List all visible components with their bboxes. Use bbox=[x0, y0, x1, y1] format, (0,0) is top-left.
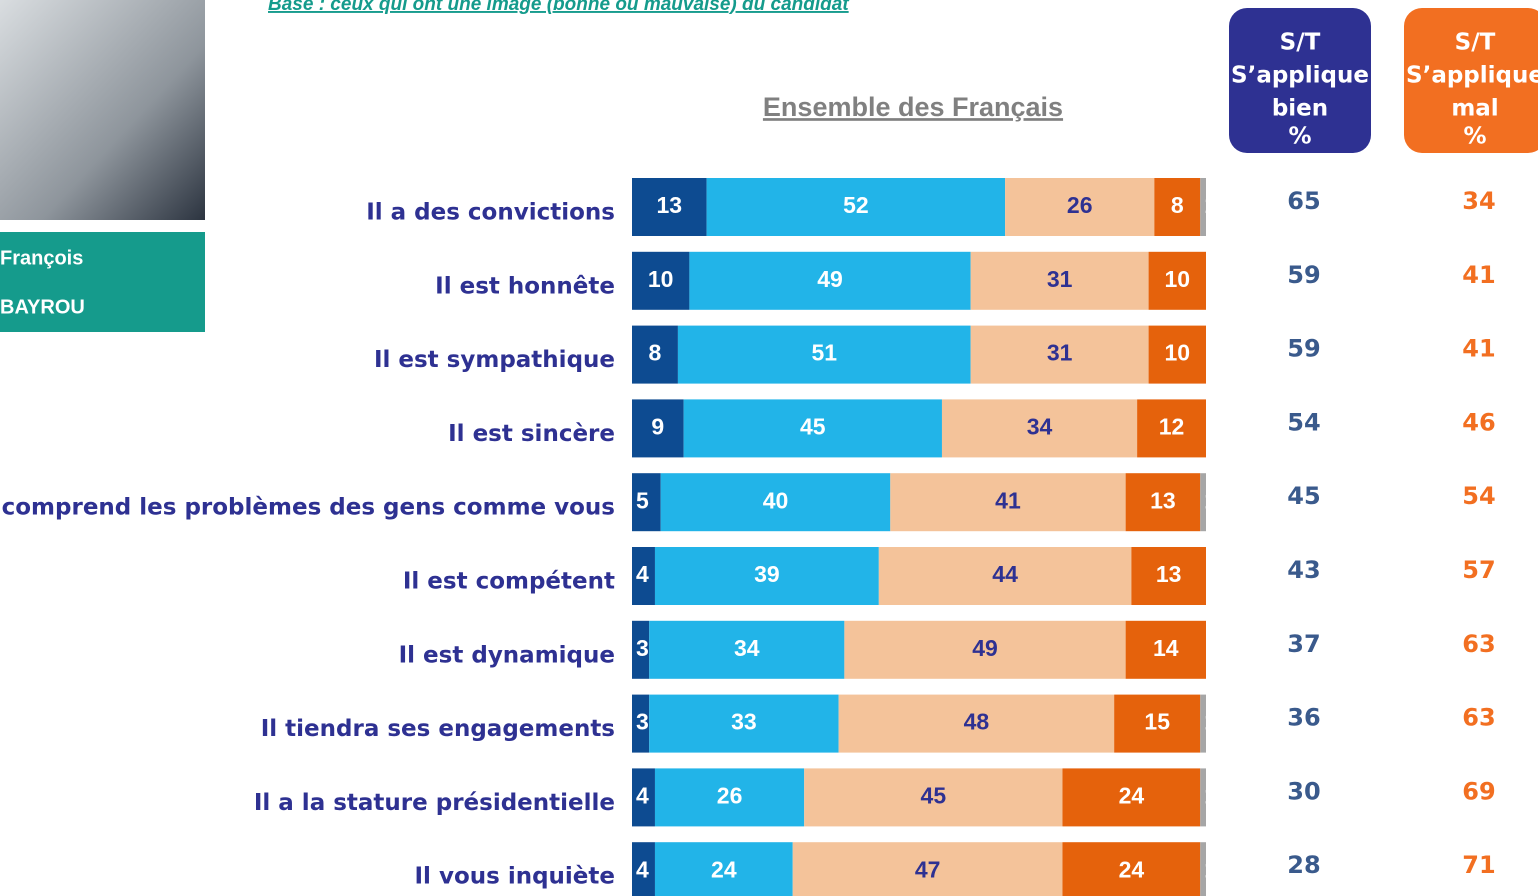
value-label: 4 bbox=[636, 856, 649, 882]
category-label: Il est sincère bbox=[448, 421, 615, 447]
value-label: 40 bbox=[763, 487, 789, 513]
column-value: 69 bbox=[1462, 777, 1495, 805]
value-label: 15 bbox=[1144, 709, 1170, 735]
base-note: Base : ceux qui ont une image (bonne ou … bbox=[268, 0, 849, 15]
category-label: Il a la stature présidentielle bbox=[254, 790, 615, 816]
column-value: 41 bbox=[1462, 335, 1495, 363]
value-label: 10 bbox=[648, 266, 674, 292]
value-label: 8 bbox=[649, 340, 662, 366]
value-label: 44 bbox=[992, 561, 1018, 587]
category-label: Il comprend les problèmes des gens comme… bbox=[0, 495, 615, 521]
value-label: 4 bbox=[636, 782, 649, 808]
bar-edge-mask bbox=[1206, 170, 1226, 896]
column-value: 63 bbox=[1462, 704, 1495, 732]
value-label: 34 bbox=[1027, 413, 1053, 439]
value-label: 13 bbox=[1156, 561, 1182, 587]
value-label: 45 bbox=[921, 782, 947, 808]
column-header: S/T bbox=[1280, 30, 1321, 56]
column-value: 65 bbox=[1287, 187, 1320, 215]
value-label: 52 bbox=[843, 192, 869, 218]
value-label: 24 bbox=[711, 856, 737, 882]
value-label: 49 bbox=[817, 266, 843, 292]
column-header: bien bbox=[1272, 96, 1328, 122]
category-label: Il est honnête bbox=[435, 273, 615, 299]
last-name: BAYROU bbox=[0, 296, 85, 318]
value-label: 39 bbox=[754, 561, 780, 587]
value-label: 24 bbox=[1119, 856, 1145, 882]
category-label: Il est dynamique bbox=[399, 642, 615, 668]
column-value: 54 bbox=[1287, 408, 1320, 436]
value-label: 48 bbox=[964, 709, 990, 735]
column-value: 34 bbox=[1462, 187, 1495, 215]
column-value: 36 bbox=[1287, 704, 1320, 732]
slide: François BAYROU Base : ceux qui ont une … bbox=[0, 0, 1538, 896]
value-label: 31 bbox=[1047, 266, 1073, 292]
value-label: 13 bbox=[1150, 487, 1176, 513]
value-label: 24 bbox=[1119, 782, 1145, 808]
column-value: 37 bbox=[1287, 630, 1320, 658]
value-label: 13 bbox=[657, 192, 683, 218]
column-value: 54 bbox=[1462, 482, 1495, 510]
value-label: 33 bbox=[731, 709, 757, 735]
column-value: 59 bbox=[1287, 261, 1320, 289]
value-label: 49 bbox=[972, 635, 998, 661]
chart-title: Ensemble des Français bbox=[763, 92, 1063, 122]
value-label: 4 bbox=[636, 561, 649, 587]
column-header: % bbox=[1288, 124, 1311, 150]
value-label: 14 bbox=[1153, 635, 1179, 661]
column-header: mal bbox=[1451, 96, 1498, 122]
value-label: 26 bbox=[1067, 192, 1093, 218]
column-value: 45 bbox=[1287, 482, 1320, 510]
value-label: 12 bbox=[1159, 413, 1185, 439]
column-value: 28 bbox=[1287, 851, 1320, 879]
column-value: 43 bbox=[1287, 556, 1320, 584]
category-label: Il est sympathique bbox=[374, 347, 615, 373]
value-label: 10 bbox=[1165, 340, 1191, 366]
column-value: 46 bbox=[1462, 408, 1495, 436]
value-label: 51 bbox=[811, 340, 837, 366]
column-header: % bbox=[1463, 124, 1486, 150]
candidate-photo bbox=[0, 0, 205, 220]
value-label: 5 bbox=[636, 487, 649, 513]
value-label: 26 bbox=[717, 782, 743, 808]
first-name: François bbox=[0, 247, 83, 269]
category-label: Il est compétent bbox=[403, 569, 615, 595]
column-value: 41 bbox=[1462, 261, 1495, 289]
category-label: Il tiendra ses engagements bbox=[261, 716, 615, 742]
category-label: Il a des convictions bbox=[366, 200, 615, 226]
value-label: 8 bbox=[1171, 192, 1184, 218]
column-value: 71 bbox=[1462, 851, 1495, 879]
value-label: 3 bbox=[636, 635, 649, 661]
column-value: 30 bbox=[1287, 777, 1320, 805]
column-value: 63 bbox=[1462, 630, 1495, 658]
column-value: 59 bbox=[1287, 335, 1320, 363]
value-label: 45 bbox=[800, 413, 826, 439]
value-label: 34 bbox=[734, 635, 760, 661]
column-value: 57 bbox=[1462, 556, 1495, 584]
column-header: S’applique bbox=[1231, 63, 1369, 89]
value-label: 3 bbox=[636, 709, 649, 735]
value-label: 10 bbox=[1165, 266, 1191, 292]
value-label: 47 bbox=[915, 856, 941, 882]
column-header: S’applique bbox=[1406, 63, 1538, 89]
value-label: 41 bbox=[995, 487, 1021, 513]
column-header: S/T bbox=[1455, 30, 1496, 56]
value-label: 31 bbox=[1047, 340, 1073, 366]
category-label: Il vous inquiète bbox=[415, 864, 616, 890]
value-label: 9 bbox=[651, 413, 664, 439]
